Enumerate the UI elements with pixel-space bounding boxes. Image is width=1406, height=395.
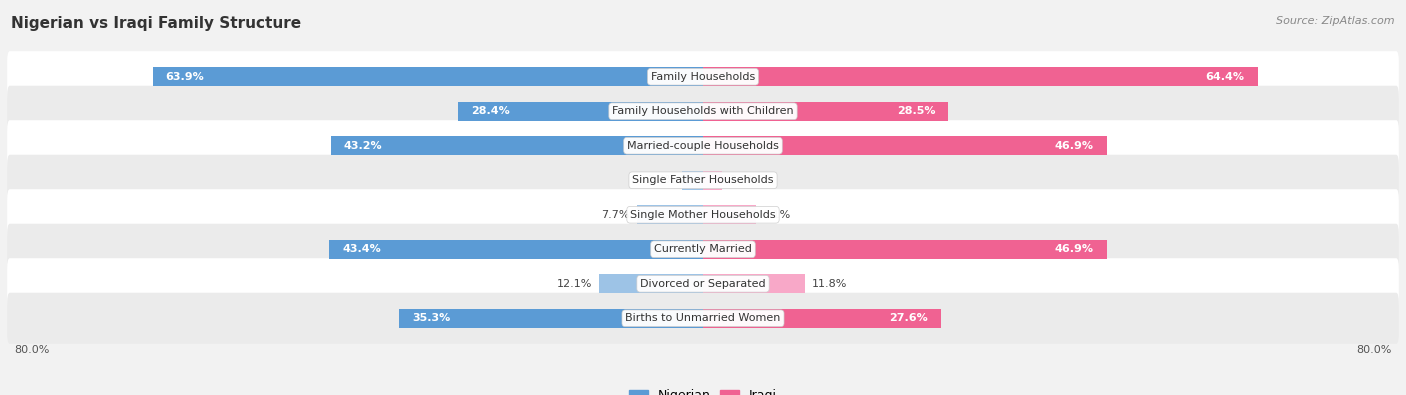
FancyBboxPatch shape (7, 51, 1399, 102)
Bar (703, 102, 949, 121)
Text: 28.4%: 28.4% (471, 106, 510, 116)
Bar (703, 171, 721, 190)
Text: 43.4%: 43.4% (342, 244, 381, 254)
Text: Single Mother Households: Single Mother Households (630, 210, 776, 220)
Bar (703, 67, 1257, 86)
Text: 27.6%: 27.6% (889, 313, 928, 323)
Text: Family Households with Children: Family Households with Children (612, 106, 794, 116)
Bar (458, 102, 703, 121)
Bar (703, 309, 941, 328)
FancyBboxPatch shape (7, 224, 1399, 275)
Bar (637, 205, 703, 224)
Text: Divorced or Separated: Divorced or Separated (640, 279, 766, 289)
Text: 43.2%: 43.2% (344, 141, 382, 151)
Text: 80.0%: 80.0% (14, 345, 49, 355)
Text: Source: ZipAtlas.com: Source: ZipAtlas.com (1277, 16, 1395, 26)
Text: Nigerian vs Iraqi Family Structure: Nigerian vs Iraqi Family Structure (11, 16, 301, 31)
FancyBboxPatch shape (7, 86, 1399, 137)
Text: 7.7%: 7.7% (602, 210, 630, 220)
Legend: Nigerian, Iraqi: Nigerian, Iraqi (624, 384, 782, 395)
Bar (703, 136, 1107, 155)
Bar (153, 67, 703, 86)
Bar (399, 309, 703, 328)
Text: Births to Unmarried Women: Births to Unmarried Women (626, 313, 780, 323)
Text: Family Households: Family Households (651, 72, 755, 82)
Bar (329, 240, 703, 259)
Text: 12.1%: 12.1% (557, 279, 592, 289)
Text: 2.2%: 2.2% (728, 175, 758, 185)
FancyBboxPatch shape (7, 120, 1399, 171)
Text: Currently Married: Currently Married (654, 244, 752, 254)
Text: 46.9%: 46.9% (1054, 141, 1094, 151)
Text: 35.3%: 35.3% (412, 313, 450, 323)
Text: 46.9%: 46.9% (1054, 244, 1094, 254)
Bar (330, 136, 703, 155)
FancyBboxPatch shape (7, 258, 1399, 309)
Bar (599, 274, 703, 293)
Bar (703, 274, 804, 293)
Text: 28.5%: 28.5% (897, 106, 935, 116)
Text: Single Father Households: Single Father Households (633, 175, 773, 185)
Text: Married-couple Households: Married-couple Households (627, 141, 779, 151)
FancyBboxPatch shape (7, 155, 1399, 206)
FancyBboxPatch shape (7, 293, 1399, 344)
Text: 80.0%: 80.0% (1357, 345, 1392, 355)
FancyBboxPatch shape (7, 189, 1399, 240)
Text: 63.9%: 63.9% (166, 72, 204, 82)
Text: 6.1%: 6.1% (762, 210, 790, 220)
Text: 11.8%: 11.8% (811, 279, 846, 289)
Bar (703, 240, 1107, 259)
Text: 2.4%: 2.4% (647, 175, 675, 185)
Text: 64.4%: 64.4% (1206, 72, 1244, 82)
Bar (703, 205, 755, 224)
Bar (682, 171, 703, 190)
